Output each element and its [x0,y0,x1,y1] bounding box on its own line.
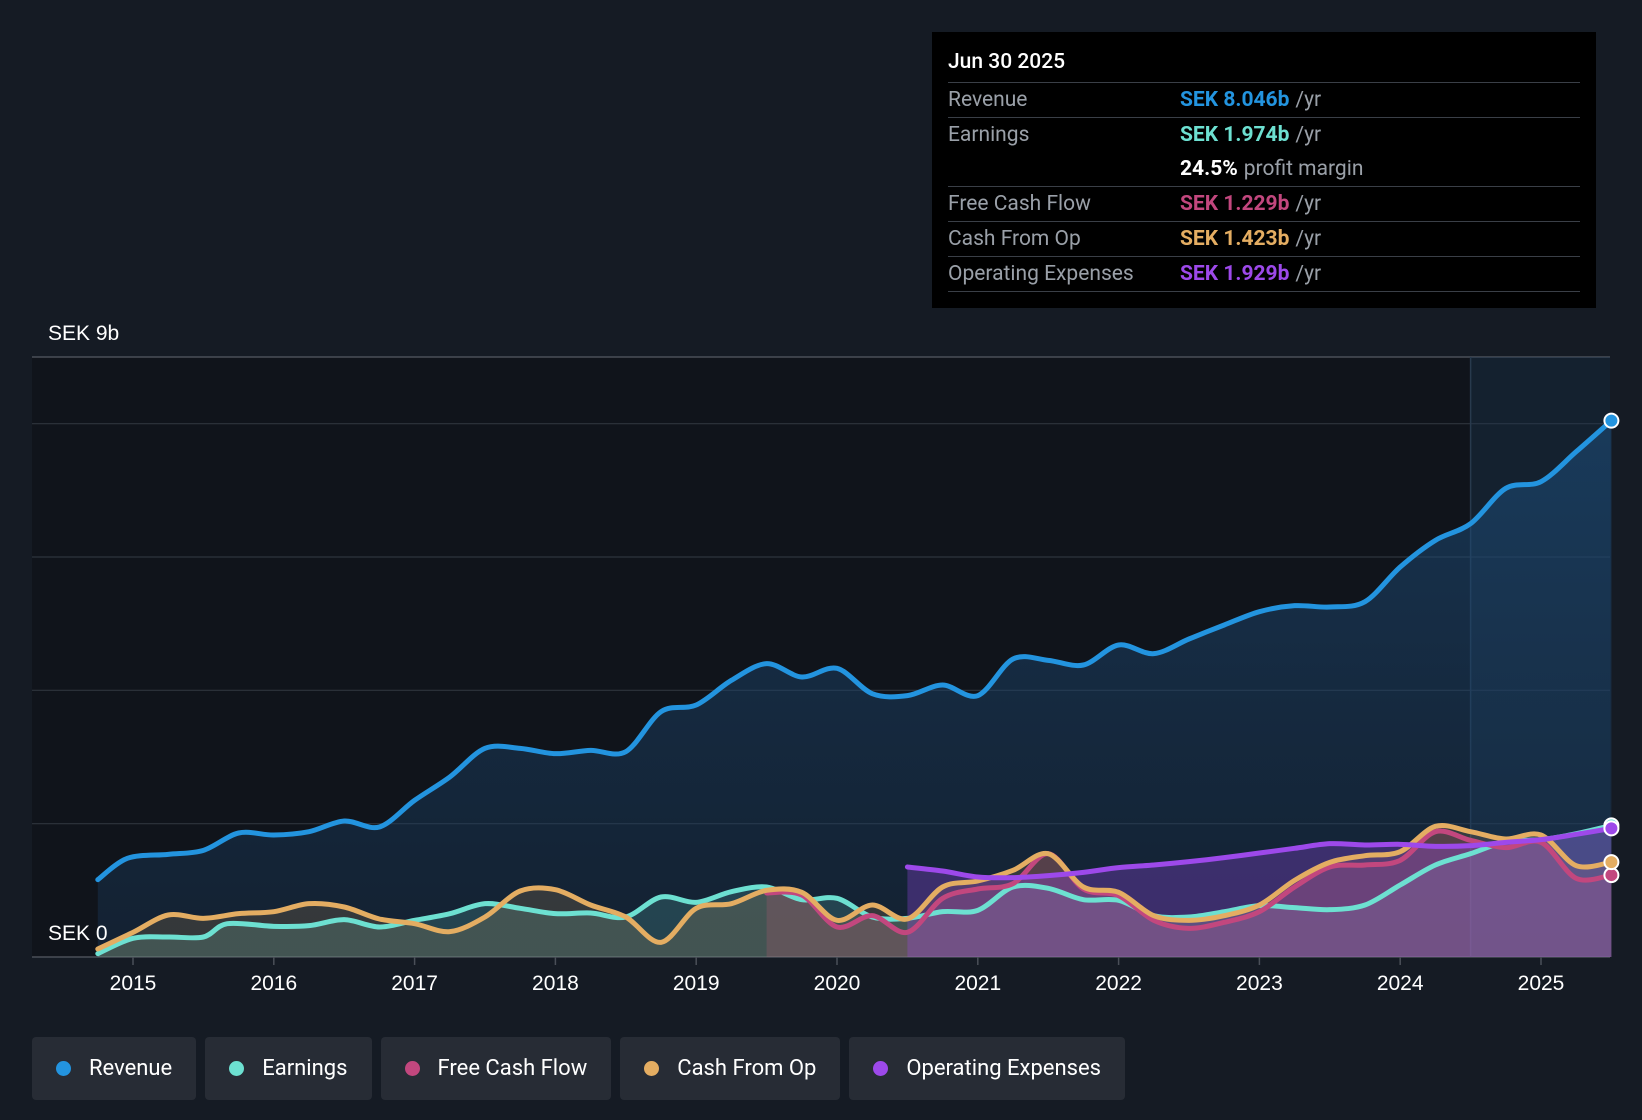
legend-item-cash-from-op[interactable]: Cash From Op [620,1037,841,1100]
tooltip-row-opex: Operating Expenses SEK 1.929b /yr [948,256,1580,291]
x-tick-label: 2017 [391,972,438,995]
tooltip-value: SEK 1.229b [1180,192,1290,216]
legend-label: Operating Expenses [906,1056,1101,1081]
y-axis-top-label: SEK 9b [48,322,119,345]
tooltip-value: SEK 1.929b [1180,262,1290,286]
revenue-endpoint [1603,412,1620,429]
tooltip-label: Cash From Op [948,227,1081,251]
legend: Revenue Earnings Free Cash Flow Cash Fro… [32,1037,1125,1100]
x-tick-label: 2020 [814,972,861,995]
opex-area [907,828,1612,957]
tooltip-row-cfo: Cash From Op SEK 1.423b /yr [948,221,1580,256]
fcf-endpoint [1603,867,1620,884]
x-tick-label: 2019 [673,972,720,995]
tooltip-label: Free Cash Flow [948,192,1091,216]
x-tick-label: 2015 [110,972,157,995]
y-axis-zero-label: SEK 0 [48,922,108,945]
tooltip-label: Operating Expenses [948,262,1134,286]
legend-item-operating-expenses[interactable]: Operating Expenses [849,1037,1125,1100]
x-tick-label: 2022 [1095,972,1142,995]
legend-label: Cash From Op [677,1056,817,1081]
tooltip-unit: /yr [1295,88,1322,112]
tooltip-unit: /yr [1295,262,1322,286]
tooltip-row-margin: 24.5% profit margin [948,152,1580,186]
opex-line [904,825,1614,881]
tooltip-unit: /yr [1295,123,1322,147]
fcf-line [764,828,1614,935]
x-tick-label: 2016 [250,972,297,995]
earnings-dot-icon [229,1061,245,1076]
legend-label: Free Cash Flow [437,1056,588,1081]
tooltip-value: SEK 8.046b [1180,88,1290,112]
opex-dot-icon [873,1061,889,1076]
revenue-area [97,420,1612,958]
x-tick-label: 2023 [1236,972,1283,995]
tooltip-unit: profit margin [1243,157,1364,181]
legend-item-revenue[interactable]: Revenue [32,1037,197,1100]
revenue-dot-icon [56,1061,71,1076]
tooltip-row-earnings: Earnings SEK 1.974b /yr [948,117,1580,152]
tooltip-value: SEK 1.974b [1180,123,1290,147]
tooltip-label: Revenue [948,88,1028,112]
legend-label: Revenue [89,1056,173,1081]
fcf-dot-icon [404,1061,420,1076]
tooltip-divider [948,291,1580,292]
tooltip-value: SEK 1.423b [1180,227,1290,251]
cfo-endpoint [1603,854,1620,871]
tooltip-row-fcf: Free Cash Flow SEK 1.229b /yr [948,186,1580,221]
x-tick-label: 2025 [1518,972,1565,995]
tooltip-date: Jun 30 2025 [948,50,1066,74]
tooltip-value: 24.5% [1180,157,1238,181]
x-tick-label: 2021 [954,972,1001,995]
tooltip-row-revenue: Revenue SEK 8.046b /yr [948,82,1580,117]
x-tick-label: 2018 [532,972,579,995]
revenue-line [95,418,1614,883]
earnings-line [95,822,1614,957]
legend-label: Earnings [262,1056,348,1081]
tooltip-label: Earnings [948,123,1030,147]
cfo-line [95,823,1614,952]
cfo-dot-icon [644,1061,660,1076]
x-tick-label: 2024 [1377,972,1424,995]
tooltip-panel: Jun 30 2025 Revenue SEK 8.046b /yr Earni… [932,32,1596,308]
tooltip-unit: /yr [1295,192,1322,216]
tooltip-unit: /yr [1295,227,1322,251]
legend-item-earnings[interactable]: Earnings [205,1037,372,1100]
legend-item-free-cash-flow[interactable]: Free Cash Flow [380,1037,612,1100]
opex-endpoint [1603,820,1620,837]
